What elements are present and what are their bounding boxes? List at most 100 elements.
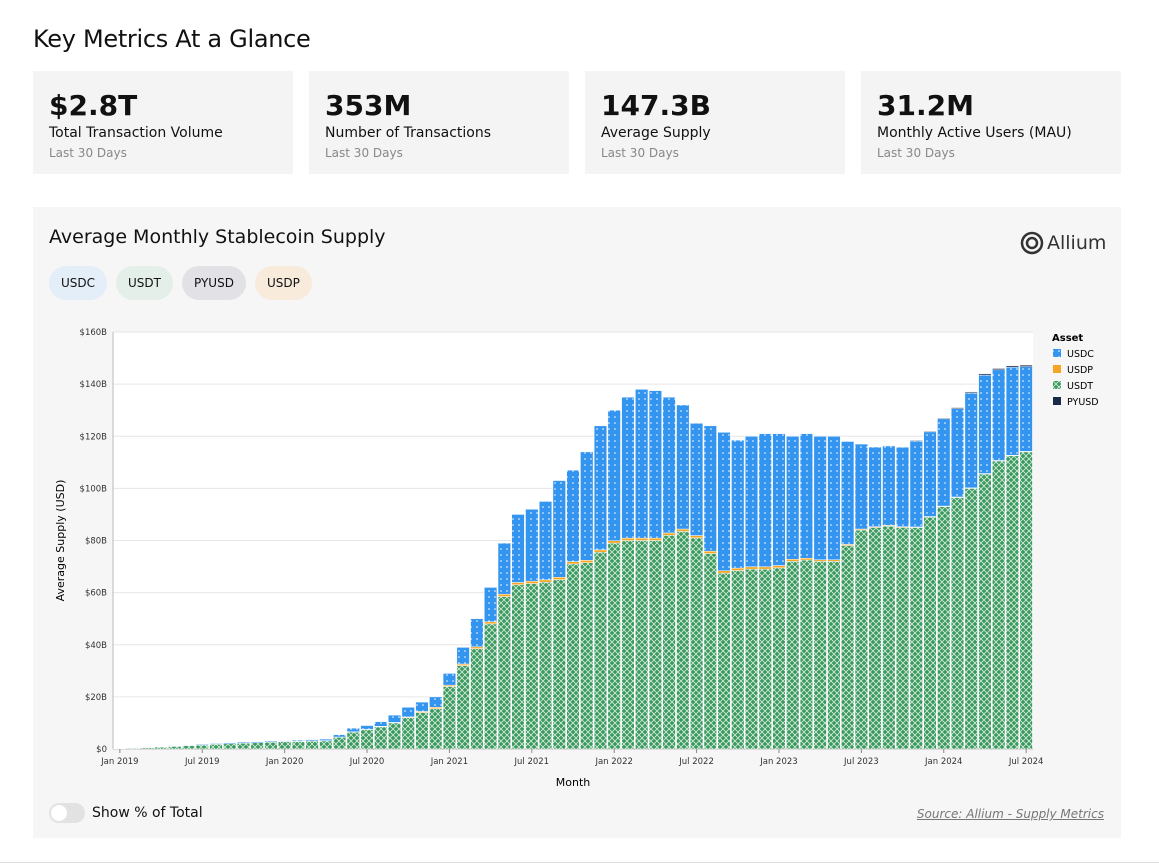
y-tick-label: $100B: [80, 484, 108, 494]
bar-segment: [676, 404, 690, 530]
bar-segment: [909, 527, 923, 750]
bar-segment: [731, 567, 745, 571]
bar-segment: [470, 648, 484, 750]
source-link[interactable]: Source: Allium - Supply Metrics: [916, 807, 1104, 821]
bar-segment: [799, 559, 813, 750]
bar-segment: [250, 741, 264, 743]
legend-swatch: [1053, 397, 1061, 405]
bar-segment: [511, 584, 525, 750]
chart-title: Average Monthly Stablecoin Supply: [49, 226, 386, 248]
bar-segment: [497, 596, 511, 750]
bar-segment: [937, 418, 951, 507]
bar-segment: [470, 618, 484, 648]
bar-segment: [937, 506, 951, 750]
bar-segment: [882, 445, 896, 447]
bar-segment: [607, 542, 621, 750]
bar-segment: [648, 537, 662, 541]
bar-segment: [895, 527, 910, 750]
bar-segment: [621, 537, 635, 541]
bar-segment: [964, 392, 978, 489]
bar-segment: [827, 436, 841, 561]
bar-segment: [305, 740, 319, 750]
bar-segment: [291, 741, 305, 750]
bar-segment: [223, 742, 237, 745]
bar-segment: [854, 443, 868, 530]
bar-segment: [607, 540, 621, 544]
bar-segment: [772, 433, 786, 566]
bar-segment: [429, 696, 443, 708]
bar-segment: [333, 734, 347, 738]
bar-segment: [497, 593, 511, 597]
bar-segment: [236, 743, 251, 750]
bar-segment: [387, 722, 402, 750]
bar-segment: [621, 540, 635, 750]
toggle-label[interactable]: Show % of Total: [92, 805, 203, 821]
bar-segment: [868, 446, 882, 527]
bar-segment: [676, 528, 690, 532]
bar-segment: [854, 529, 868, 750]
legend-label: USDP: [1067, 365, 1093, 376]
bar-segment: [566, 563, 580, 750]
bar-segment: [552, 576, 566, 580]
x-tick-label: Jul 2022: [678, 757, 714, 767]
bar-segment: [992, 460, 1006, 750]
bar-segment: [333, 737, 347, 750]
bar-segment: [319, 738, 333, 741]
bar-segment: [1019, 366, 1033, 452]
bar-segment: [703, 550, 717, 554]
bar-segment: [841, 441, 855, 545]
metric-value: 147.3B: [601, 89, 711, 122]
bar-segment: [525, 508, 539, 582]
bar-segment: [992, 368, 1006, 371]
bar-segment: [758, 566, 772, 570]
bar-segment: [978, 473, 992, 750]
x-tick-label: Jan 2020: [265, 757, 303, 767]
metric-card: 353M Number of Transactions Last 30 Days: [309, 71, 569, 174]
filter-chip[interactable]: PYUSD: [182, 266, 246, 300]
toggle[interactable]: [49, 803, 85, 823]
bar-segment: [978, 373, 992, 376]
bar-segment: [868, 527, 882, 750]
bar-segment: [703, 553, 717, 750]
bar-segment: [319, 740, 333, 750]
y-tick-label: $80B: [85, 537, 107, 547]
bar-segment: [964, 488, 978, 750]
bar-segment: [1005, 455, 1019, 750]
legend-label: PYUSD: [1067, 397, 1099, 408]
filter-chip[interactable]: USDP: [255, 266, 312, 300]
x-tick-label: Jul 2020: [349, 757, 385, 767]
bar-segment: [484, 621, 498, 625]
filter-chip[interactable]: USDC: [49, 266, 108, 300]
x-tick-label: Jan 2021: [430, 757, 468, 767]
bar-segment: [690, 535, 704, 539]
bar-segment: [442, 686, 456, 750]
x-tick-label: Jul 2021: [514, 757, 550, 767]
logo-mark: [1020, 231, 1044, 255]
bar-segment: [209, 744, 223, 750]
metric-value: $2.8T: [49, 89, 138, 122]
y-tick-label: $120B: [80, 432, 108, 442]
legend-swatch: [1053, 365, 1061, 373]
bar-segment: [470, 646, 484, 649]
bar-segment: [593, 551, 608, 750]
bar-segment: [538, 579, 553, 583]
bar-segment: [511, 582, 525, 586]
bar-segment: [635, 540, 649, 750]
bar-segment: [923, 430, 937, 433]
bar-segment: [964, 391, 978, 394]
bar-segment: [676, 531, 690, 750]
x-tick-label: Jan 2024: [924, 757, 962, 767]
bar-segment: [882, 525, 896, 750]
bar-segment: [703, 425, 717, 552]
bar-segment: [195, 744, 209, 750]
filter-chip[interactable]: USDT: [116, 266, 173, 300]
bar-segment: [291, 739, 305, 742]
bar-segment: [154, 746, 168, 748]
bar-segment: [552, 579, 566, 750]
bar-segment: [923, 516, 937, 750]
bar-segment: [841, 545, 855, 750]
bar-segment: [717, 570, 731, 574]
x-tick-label: Jan 2022: [594, 757, 632, 767]
bar-segment: [786, 559, 800, 562]
